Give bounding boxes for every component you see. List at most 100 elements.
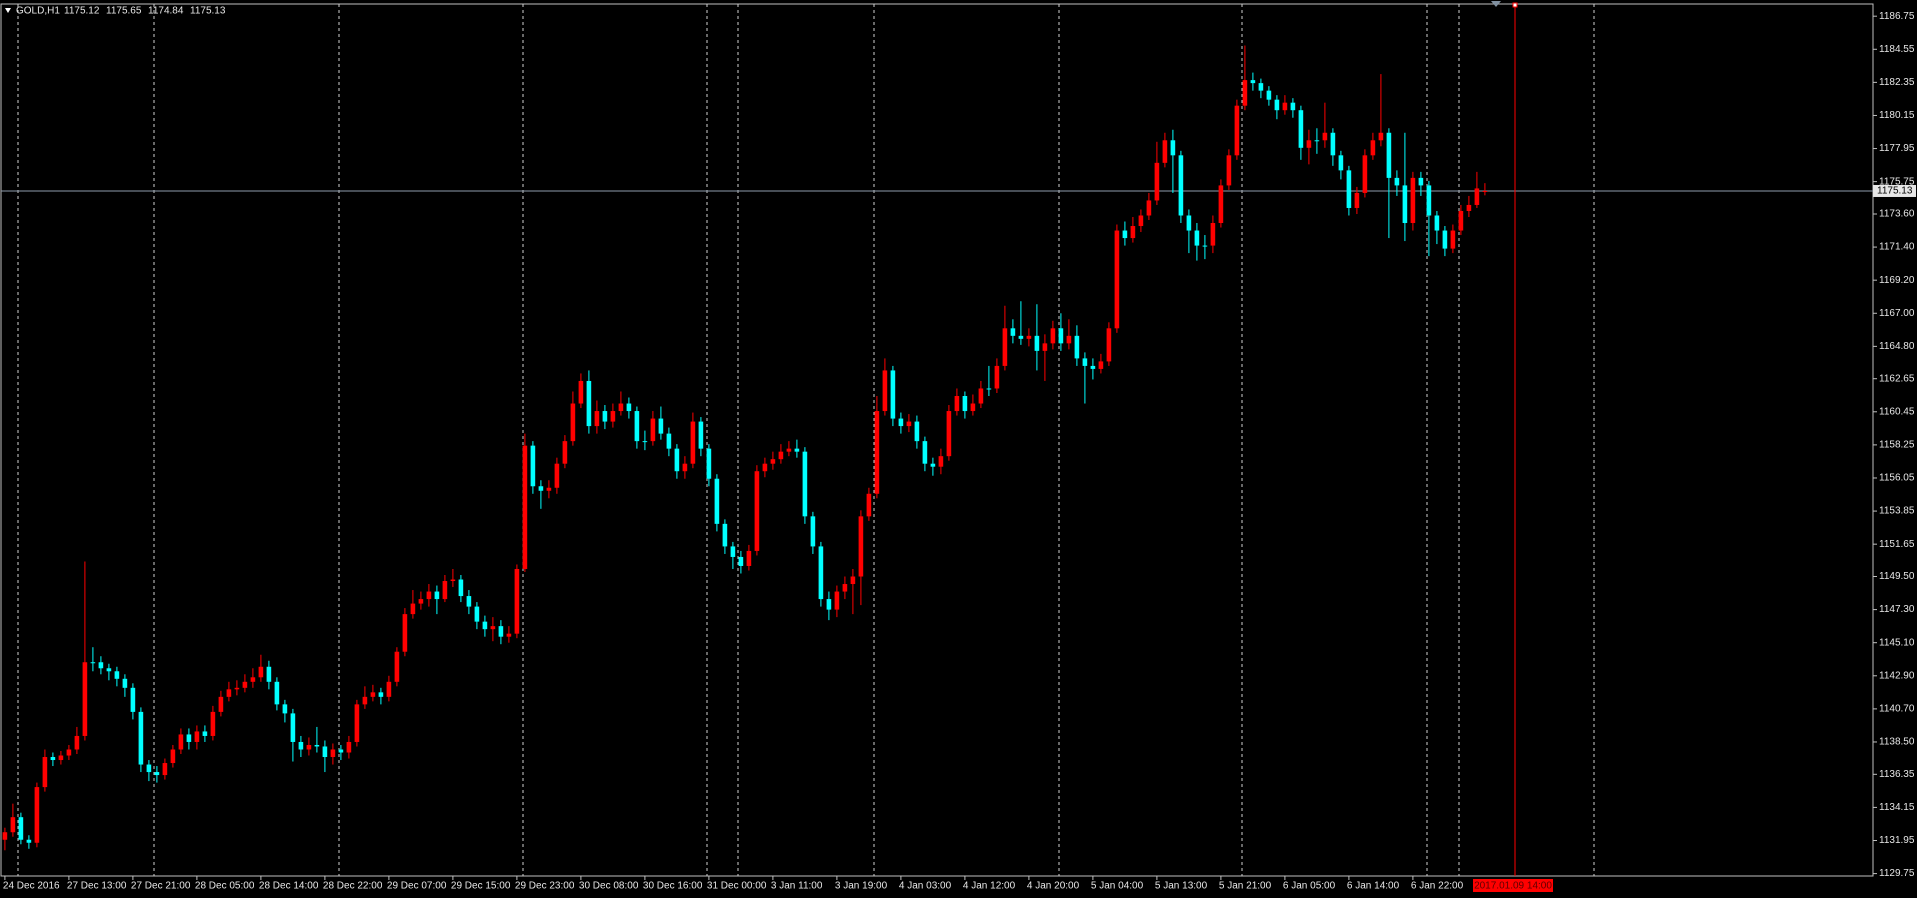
candle-body — [194, 731, 200, 742]
candle-body — [1090, 365, 1096, 369]
candle-body — [490, 626, 496, 630]
candle-body — [1266, 90, 1272, 100]
y-tick-label: 1131.95 — [1879, 835, 1915, 846]
candle-body — [2, 832, 8, 840]
candle-body — [1386, 132, 1392, 178]
candle-body — [594, 411, 600, 427]
candle-body — [850, 576, 856, 585]
candle-body — [330, 749, 336, 758]
candle-body — [338, 749, 344, 753]
candle-body — [218, 696, 224, 712]
candle-body — [522, 445, 528, 569]
y-tick-label: 1171.40 — [1879, 242, 1915, 253]
x-tick-label: 30 Dec 16:00 — [643, 881, 703, 892]
candle-body — [18, 817, 24, 840]
candle-body — [730, 546, 736, 557]
candle-body — [1066, 335, 1072, 344]
candle-body — [714, 478, 720, 524]
symbol-title: GOLD,H1 — [16, 6, 60, 17]
header-low: 1174.84 — [148, 6, 184, 17]
y-tick-label: 1184.55 — [1879, 44, 1915, 55]
menu-triangle[interactable] — [5, 8, 11, 13]
candle-body — [1362, 155, 1368, 193]
candle-body — [1210, 223, 1216, 246]
candle-body — [1098, 361, 1104, 369]
y-tick-label: 1134.15 — [1879, 802, 1915, 813]
candle-body — [722, 523, 728, 547]
candle-body — [274, 681, 280, 705]
candle-body — [1378, 132, 1384, 141]
candle-body — [74, 735, 80, 750]
candle-body — [858, 516, 864, 577]
candle-body — [418, 599, 424, 604]
candle-body — [946, 411, 952, 457]
candle-body — [10, 817, 16, 833]
candle-body — [530, 445, 536, 487]
candle-body — [738, 556, 744, 566]
cursor-label: 2017.01.09 14:00 — [1474, 881, 1552, 892]
candle-body — [1114, 230, 1120, 329]
price-label-box — [1873, 184, 1916, 197]
y-tick-label: 1129.75 — [1879, 868, 1915, 879]
candle-body — [1202, 245, 1208, 247]
candle-body — [666, 433, 672, 449]
candle-body — [90, 662, 96, 664]
candle-body — [962, 396, 968, 412]
candle-body — [362, 696, 368, 705]
candle-body — [242, 681, 248, 688]
candle-body — [658, 418, 664, 434]
candle-body — [250, 677, 256, 682]
x-tick-label: 24 Dec 2016 — [3, 881, 60, 892]
candle-body — [434, 591, 440, 600]
y-tick-label: 1169.20 — [1879, 275, 1915, 286]
x-tick-label: 28 Dec 05:00 — [195, 881, 255, 892]
shift-marker[interactable] — [1491, 1, 1501, 7]
candle-body — [1122, 230, 1128, 239]
y-tick-label: 1145.10 — [1879, 637, 1915, 648]
candle-body — [914, 421, 920, 442]
candle-body — [1050, 328, 1056, 344]
candle-body — [578, 380, 584, 404]
candle-body — [1034, 335, 1040, 351]
candle-body — [1482, 190, 1488, 192]
candle-body — [810, 516, 816, 547]
candle-body — [506, 633, 512, 637]
candle-body — [1322, 132, 1328, 141]
candle-body — [1234, 105, 1240, 156]
candle-body — [1106, 328, 1112, 362]
candle-body — [514, 568, 520, 634]
candle-body — [1010, 328, 1016, 336]
candle-body — [642, 441, 648, 443]
candle-body — [986, 388, 992, 390]
candle-body — [1314, 140, 1320, 142]
candle-body — [1250, 80, 1256, 84]
y-tick-label: 1136.35 — [1879, 769, 1915, 780]
candle-body — [1162, 140, 1168, 163]
candle-body — [82, 662, 88, 736]
candle-body — [42, 757, 48, 788]
candle-body — [354, 704, 360, 742]
candle-body — [202, 731, 208, 736]
y-tick-label: 1164.80 — [1879, 341, 1915, 352]
candle-body — [210, 711, 216, 736]
y-tick-label: 1182.35 — [1879, 77, 1915, 88]
candle-body — [1394, 177, 1400, 186]
candle-body — [1442, 230, 1448, 249]
candle-body — [394, 651, 400, 682]
candle-body — [970, 403, 976, 412]
y-tick-label: 1186.75 — [1879, 11, 1915, 22]
candle-body — [546, 487, 552, 491]
candle-body — [34, 787, 40, 843]
y-tick-label: 1151.65 — [1879, 539, 1915, 550]
x-tick-label: 30 Dec 08:00 — [579, 881, 639, 892]
candle-body — [1282, 102, 1288, 111]
candle-body — [674, 448, 680, 472]
header-close: 1175.13 — [190, 6, 226, 17]
x-tick-label: 29 Dec 23:00 — [515, 881, 575, 892]
candle-body — [842, 584, 848, 592]
y-tick-label: 1160.45 — [1879, 406, 1915, 417]
candle-body — [314, 744, 320, 747]
candle-body — [162, 763, 168, 776]
